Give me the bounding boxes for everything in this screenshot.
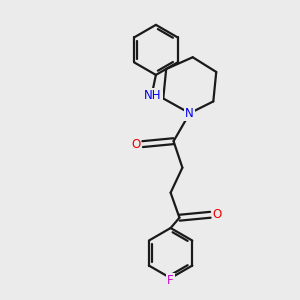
Text: O: O [131, 138, 140, 151]
Text: NH: NH [144, 89, 162, 102]
Text: N: N [185, 107, 194, 120]
Text: O: O [213, 208, 222, 221]
Text: F: F [167, 274, 174, 287]
